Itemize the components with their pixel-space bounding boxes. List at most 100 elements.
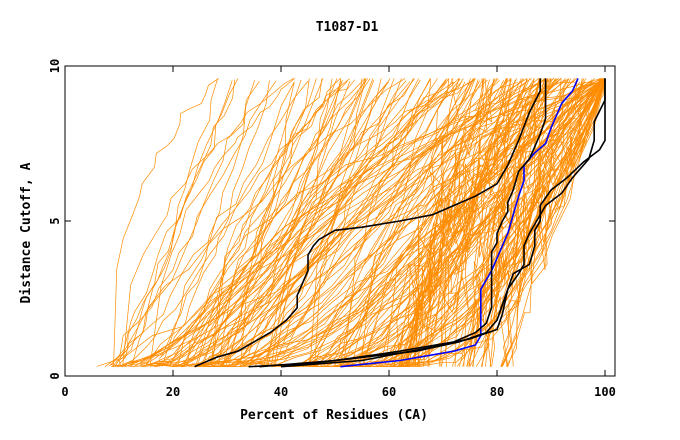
background-model-line [415, 78, 546, 367]
background-model-line [401, 78, 546, 367]
background-model-line [202, 78, 438, 368]
background-model-line [396, 78, 450, 367]
background-model-line [254, 78, 367, 368]
background-series-group [96, 78, 606, 368]
background-model-line [462, 78, 572, 367]
chart-title: T1087-D1 [316, 20, 379, 35]
background-model-line [223, 79, 569, 364]
background-model-line [301, 78, 539, 366]
highlight-series-line-0 [340, 78, 579, 368]
background-model-line [222, 78, 368, 366]
background-model-line [206, 79, 490, 368]
background-model-line [262, 81, 602, 367]
background-model-line [363, 80, 606, 364]
background-model-line [193, 78, 559, 368]
background-model-line [146, 79, 449, 365]
background-model-line [487, 78, 583, 367]
background-model-line [204, 78, 474, 367]
background-model-line [295, 80, 549, 364]
background-model-line [148, 78, 525, 365]
x-tick-label: 20 [166, 385, 180, 399]
background-model-line [188, 81, 466, 368]
background-model-line [227, 78, 475, 367]
background-model-line [108, 80, 233, 367]
background-model-line [139, 80, 256, 365]
background-model-line [266, 81, 455, 365]
background-model-line [307, 78, 604, 364]
background-model-line [114, 78, 406, 367]
background-model-line [128, 81, 542, 365]
background-model-line [143, 80, 367, 366]
background-model-line [399, 78, 606, 368]
y-tick-label: 10 [48, 59, 62, 73]
background-model-line [111, 81, 295, 368]
background-model-line [500, 78, 600, 367]
highlight-series-line-1 [194, 78, 542, 368]
background-model-line [500, 78, 570, 367]
y-tick-label: 0 [48, 372, 62, 379]
background-model-line [443, 78, 508, 367]
background-model-line [466, 78, 541, 367]
background-model-line [198, 78, 333, 367]
background-model-line [393, 78, 524, 367]
x-tick-label: 100 [594, 385, 616, 399]
background-model-line [297, 81, 605, 368]
background-model-line [182, 80, 543, 365]
background-model-line [172, 78, 402, 368]
background-model-line [400, 78, 499, 367]
background-model-line [128, 78, 324, 368]
background-model-line [177, 78, 366, 367]
y-axis-label: Distance Cutoff, A [19, 162, 34, 303]
highlight-series-line-4 [248, 78, 606, 368]
background-model-line [481, 78, 562, 367]
background-model-line [202, 78, 414, 367]
x-tick-label: 40 [274, 385, 288, 399]
background-model-line [159, 80, 270, 367]
background-model-line [309, 78, 476, 367]
highlight-series-group [194, 78, 606, 368]
background-model-line [456, 78, 535, 367]
background-model-line [458, 78, 549, 367]
background-model-line [122, 78, 294, 367]
background-model-line [140, 79, 343, 366]
background-model-line [196, 78, 371, 367]
axis-ticks: 0 20 40 60 80 100 0 5 10 [48, 59, 616, 399]
background-model-line [211, 78, 350, 367]
background-model-line [426, 78, 509, 367]
background-model-line [416, 78, 485, 367]
background-model-line [333, 78, 603, 367]
background-model-line [344, 80, 535, 367]
background-model-line [411, 78, 460, 367]
background-model-line [225, 78, 460, 367]
background-model-line [210, 79, 356, 366]
background-model-line [240, 78, 341, 367]
background-model-line [472, 78, 606, 367]
x-tick-label: 0 [61, 385, 68, 399]
x-tick-label: 80 [490, 385, 504, 399]
background-model-line [228, 78, 363, 367]
background-model-line [469, 78, 528, 367]
background-model-line [201, 78, 382, 367]
background-model-line [507, 78, 602, 367]
background-model-line [200, 81, 463, 367]
x-axis-label: Percent of Residues (CA) [240, 408, 428, 423]
y-tick-label: 5 [48, 217, 62, 224]
background-model-line [154, 79, 447, 367]
background-model-line [451, 78, 587, 367]
background-model-line [217, 79, 476, 367]
background-model-line [185, 78, 338, 367]
background-model-line [187, 78, 323, 366]
background-model-line [386, 78, 555, 367]
highlight-series-line-2 [259, 78, 547, 368]
x-tick-label: 60 [382, 385, 396, 399]
background-model-line [314, 78, 420, 367]
background-model-line [275, 80, 407, 364]
background-model-line [113, 78, 219, 367]
background-model-line [303, 82, 604, 367]
background-model-line [117, 78, 415, 368]
background-model-line [297, 78, 603, 368]
background-model-line [404, 81, 606, 368]
background-model-line [234, 79, 488, 367]
background-model-line [125, 81, 411, 368]
